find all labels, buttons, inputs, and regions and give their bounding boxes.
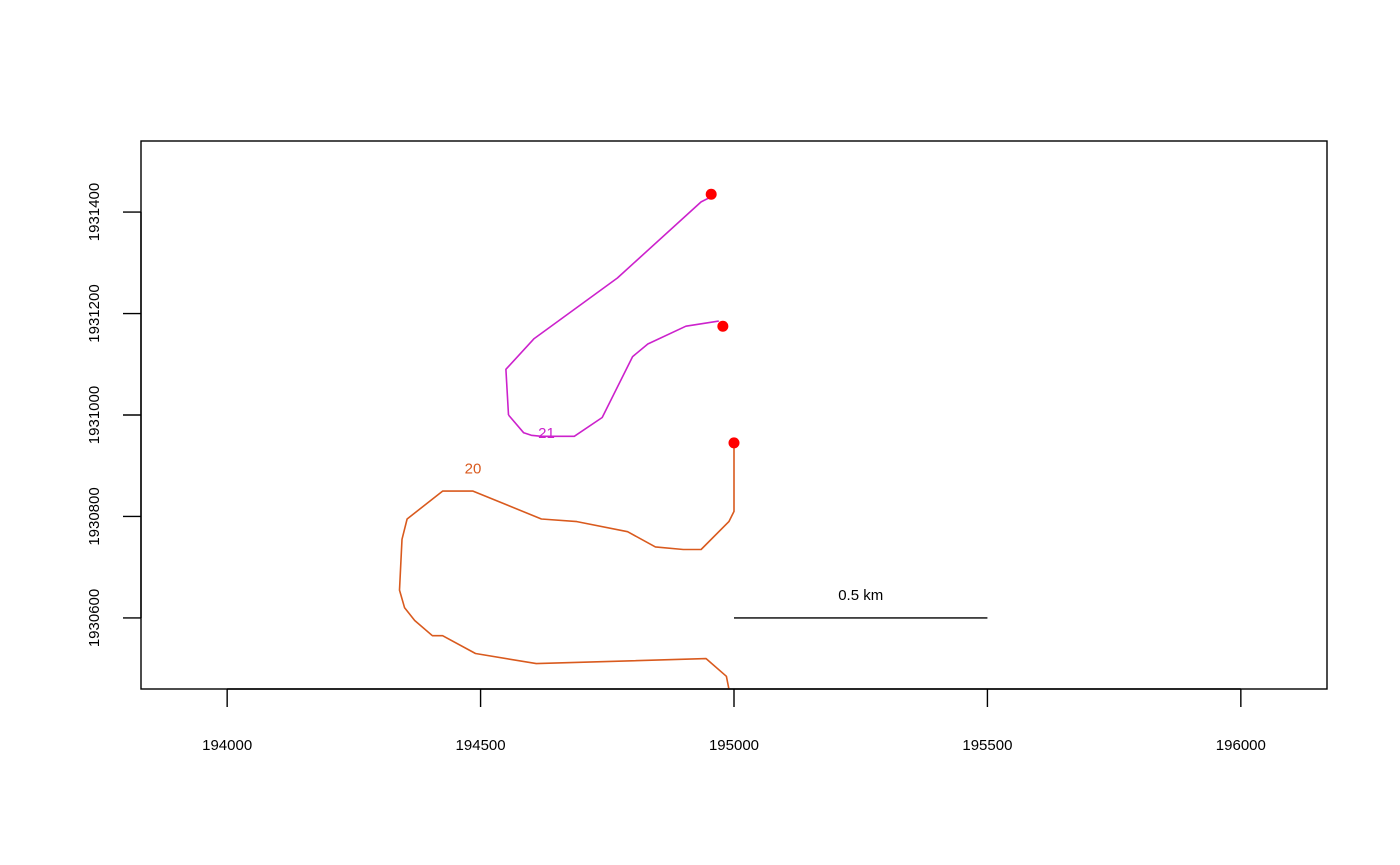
x-tick-label: 194500 bbox=[456, 737, 506, 754]
plot-area: 21 20 0.5 km bbox=[140, 140, 1328, 690]
scale-bar-label: 0.5 km bbox=[838, 587, 883, 604]
x-tick-label: 194000 bbox=[202, 737, 252, 754]
x-tick-label: 196000 bbox=[1216, 737, 1266, 754]
series-layer bbox=[398, 196, 735, 690]
annotation-layer: 21 20 bbox=[465, 425, 555, 478]
series-line bbox=[505, 196, 712, 416]
series-line bbox=[398, 445, 735, 690]
end-point-marker bbox=[717, 320, 729, 332]
y-tick-label: 1931000 bbox=[86, 386, 103, 444]
y-ticks: 1930600 1930800 1931000 1931200 1931400 bbox=[86, 183, 141, 647]
annotation-label: 21 bbox=[538, 425, 555, 442]
y-tick-label: 1930800 bbox=[86, 487, 103, 545]
x-axis: 194000 194500 195000 195500 196000 bbox=[202, 688, 1266, 754]
y-axis: 1930600 1930800 1931000 1931200 1931400 bbox=[86, 183, 142, 647]
end-point-marker bbox=[705, 188, 717, 200]
scale-bar: 0.5 km bbox=[734, 587, 988, 619]
x-tick-label: 195500 bbox=[962, 737, 1012, 754]
end-point-marker bbox=[728, 437, 740, 449]
annotation-label: 20 bbox=[465, 460, 482, 477]
y-tick-label: 1931400 bbox=[86, 183, 103, 241]
series-line bbox=[507, 320, 719, 438]
points-layer bbox=[705, 188, 740, 449]
x-ticks: 194000 194500 195000 195500 196000 bbox=[202, 689, 1266, 754]
x-tick-label: 195000 bbox=[709, 737, 759, 754]
y-tick-label: 1930600 bbox=[86, 589, 103, 647]
y-tick-label: 1931200 bbox=[86, 284, 103, 342]
plot-frame bbox=[140, 140, 1328, 690]
